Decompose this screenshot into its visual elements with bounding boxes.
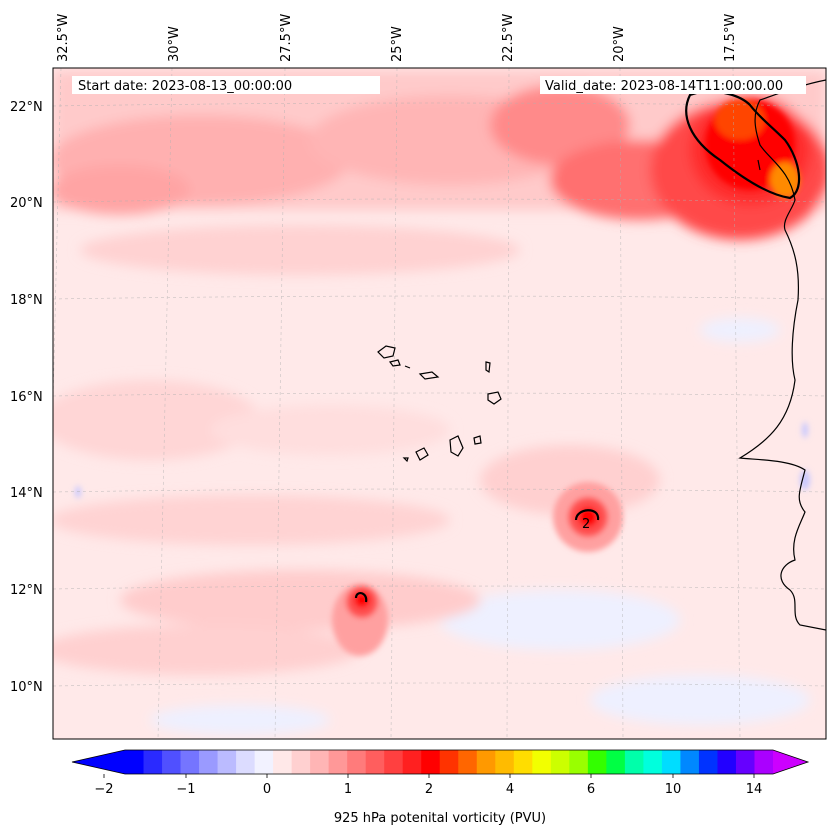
- colorbar-cell: [587, 750, 607, 774]
- lat-label: 18°N: [10, 293, 43, 308]
- colorbar-tick-label: 6: [587, 782, 595, 797]
- valid-date-box: [540, 76, 806, 94]
- colorbar-cell: [643, 750, 663, 774]
- colorbar-cell: [698, 750, 718, 774]
- lat-label: 20°N: [10, 196, 43, 211]
- lat-label: 22°N: [10, 100, 43, 115]
- longitude-labels: 32.5°W 30°W 27.5°W 25°W 22.5°W 20°W 17.5…: [56, 14, 738, 62]
- lon-label: 27.5°W: [279, 14, 294, 62]
- colorbar-cell: [439, 750, 459, 774]
- map-frame: [52, 67, 827, 740]
- colorbar-cell: [365, 750, 385, 774]
- colorbar-cell: [180, 750, 200, 774]
- colorbar-cell: [458, 750, 478, 774]
- colorbar-cell: [569, 750, 589, 774]
- colorbar-ticks: [103, 774, 755, 778]
- valid-date-label: Valid_date: 2023-08-14T11:00:00.00: [545, 79, 783, 94]
- colorbar-extend-low: [72, 750, 125, 774]
- lon-label: 30°W: [167, 26, 182, 62]
- lon-label: 20°W: [612, 26, 627, 62]
- colorbar-cell: [347, 750, 367, 774]
- colorbar-cell: [513, 750, 533, 774]
- colorbar-cell: [143, 750, 163, 774]
- colorbar-cell: [717, 750, 737, 774]
- lon-label: 25°W: [390, 26, 405, 62]
- start-date-box: [72, 76, 380, 94]
- lat-label: 12°N: [10, 583, 43, 598]
- colorbar-cell: [606, 750, 626, 774]
- colorbar-cell: [680, 750, 700, 774]
- colorbar-cell: [532, 750, 552, 774]
- colorbar-tick-label: 0: [263, 782, 271, 797]
- colorbar-cell: [661, 750, 681, 774]
- colorbar-cell: [291, 750, 311, 774]
- latitude-labels: 22°N 20°N 18°N 16°N 14°N 12°N 10°N: [10, 100, 43, 695]
- colorbar-cell: [495, 750, 515, 774]
- colorbar-cell: [476, 750, 496, 774]
- colorbar-tick-label: 10: [665, 782, 682, 797]
- colorbar-cell: [236, 750, 256, 774]
- colorbar-cell: [402, 750, 422, 774]
- colorbar-cell: [199, 750, 219, 774]
- colorbar-cell: [310, 750, 330, 774]
- colorbar-cell: [384, 750, 404, 774]
- colorbar-tick-label: −2: [94, 782, 113, 797]
- colorbar: −2 −1 0 1 2 4 6 10 14 925 hPa potenital …: [71, 749, 810, 826]
- colorbar-title: 925 hPa potenital vorticity (PVU): [334, 811, 546, 826]
- colorbar-cell: [735, 750, 755, 774]
- colorbar-cells: [125, 750, 774, 774]
- colorbar-cell: [754, 750, 774, 774]
- pv-contours: [354, 90, 801, 603]
- colorbar-cell: [550, 750, 570, 774]
- lon-label: 17.5°W: [723, 14, 738, 62]
- colorbar-cell: [254, 750, 274, 774]
- colorbar-cell: [125, 750, 145, 774]
- colorbar-tick-label: 2: [425, 782, 433, 797]
- lat-label: 14°N: [10, 486, 43, 501]
- colorbar-cell: [421, 750, 441, 774]
- colorbar-cell: [273, 750, 293, 774]
- colorbar-tick-label: −1: [176, 782, 195, 797]
- start-date-label: Start date: 2023-08-13_00:00:00: [78, 79, 292, 94]
- colorbar-tick-label: 4: [506, 782, 514, 797]
- colorbar-cell: [328, 750, 348, 774]
- lat-label: 16°N: [10, 390, 43, 405]
- graticule: [53, 68, 826, 739]
- colorbar-cell: [217, 750, 237, 774]
- coastlines: [377, 79, 826, 631]
- colorbar-extend-high: [773, 750, 808, 774]
- lon-label: 32.5°W: [56, 14, 71, 62]
- lon-label: 22.5°W: [501, 14, 516, 62]
- pv-field: [53, 68, 826, 739]
- colorbar-tick-label: 1: [344, 782, 352, 797]
- lat-label: 10°N: [10, 680, 43, 695]
- colorbar-tick-label: 14: [746, 782, 763, 797]
- colorbar-cell: [624, 750, 644, 774]
- contour-label: 2: [582, 517, 590, 532]
- colorbar-cell: [162, 750, 182, 774]
